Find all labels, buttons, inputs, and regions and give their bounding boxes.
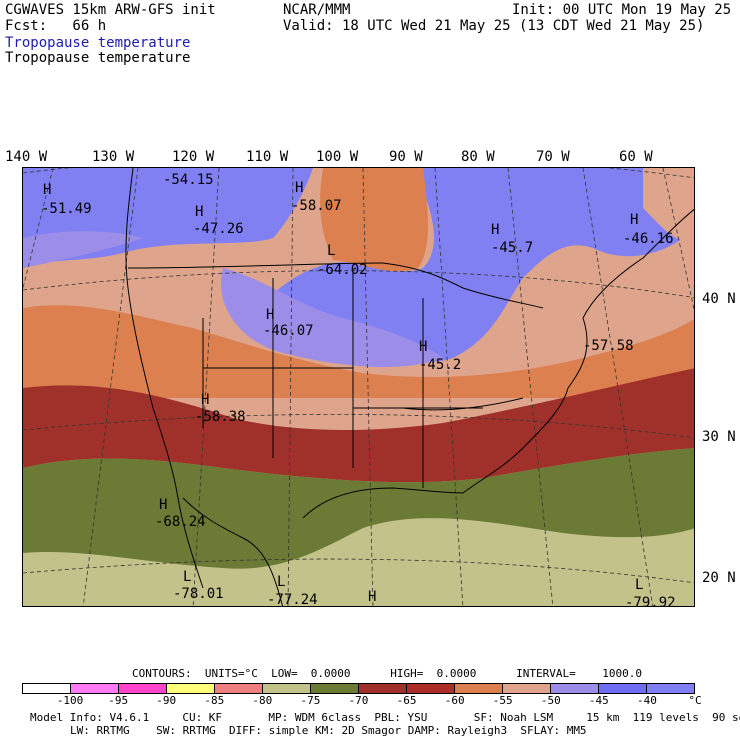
extremum-marker: L xyxy=(635,577,644,593)
colorbar-swatch xyxy=(167,684,215,693)
colorbar-tick-label: -75 xyxy=(300,694,321,707)
extremum-value: -51.49 xyxy=(41,201,92,217)
colorbar-tick-label: -40 xyxy=(636,694,657,707)
lon-label: 120 W xyxy=(172,149,215,165)
colorbar-swatch xyxy=(503,684,551,693)
colorbar-tick-label: -45 xyxy=(588,694,609,707)
lon-label: 70 W xyxy=(536,149,570,165)
colorbar-swatch xyxy=(23,684,71,693)
colorbar-swatch xyxy=(119,684,167,693)
lon-label: 110 W xyxy=(246,149,289,165)
map-canvas xyxy=(23,168,694,606)
valid-time: Valid: 18 UTC Wed 21 May 25 (13 CDT Wed … xyxy=(283,18,705,34)
extremum-marker: H xyxy=(266,307,275,323)
colorbar-swatch xyxy=(311,684,359,693)
extremum-value: -64.02 xyxy=(317,262,368,278)
colorbar xyxy=(22,683,695,694)
colorbar-swatch xyxy=(215,684,263,693)
contour-info: CONTOURS: UNITS=°C LOW= 0.0000 HIGH= 0.0… xyxy=(132,667,642,680)
colorbar-tick-label: -95 xyxy=(108,694,129,707)
extremum-value: -45.2 xyxy=(419,357,462,373)
lat-label: 40 N xyxy=(702,291,736,307)
extremum-value: -57.58 xyxy=(583,338,634,354)
extremum-value: -46.16 xyxy=(623,231,674,247)
extremum-marker: H xyxy=(419,339,428,355)
extremum-marker: L xyxy=(277,574,286,590)
colored-field-label: Tropopause temperature xyxy=(5,35,191,51)
colorbar-swatch xyxy=(647,684,694,693)
colorbar-swatch xyxy=(359,684,407,693)
colorbar-tick-label: -55 xyxy=(492,694,513,707)
extremum-value: -79.92 xyxy=(625,595,676,607)
extremum-marker: H xyxy=(295,180,304,196)
extremum-value: -46.07 xyxy=(263,323,314,339)
extremum-value: -45.7 xyxy=(491,240,534,256)
colorbar-swatch xyxy=(407,684,455,693)
colorbar-tick-label: -90 xyxy=(156,694,177,707)
colorbar-swatch xyxy=(455,684,503,693)
extremum-value: -77.24 xyxy=(267,592,318,607)
weather-map: H -51.49 -54.15 H -47.26 H -58.07 L -64.… xyxy=(22,167,695,607)
lon-label: 60 W xyxy=(619,149,653,165)
extremum-marker: H xyxy=(201,392,210,408)
colorbar-tick-label: -70 xyxy=(348,694,369,707)
extremum-marker: H xyxy=(159,497,168,513)
colorbar-tick-label: -60 xyxy=(444,694,465,707)
lon-label: 80 W xyxy=(461,149,495,165)
extremum-marker: H xyxy=(195,204,204,220)
colorbar-swatch xyxy=(599,684,647,693)
lon-label: 90 W xyxy=(389,149,423,165)
extremum-marker: H xyxy=(368,589,377,605)
extremum-marker: H xyxy=(630,212,639,228)
extremum-marker: L xyxy=(183,569,192,585)
colorbar-swatch xyxy=(551,684,599,693)
extremum-value: -68.24 xyxy=(155,514,206,530)
extremum-value: -78.01 xyxy=(173,586,224,602)
forecast-hour: Fcst: 66 h xyxy=(5,18,107,34)
colorbar-tick-label: -100 xyxy=(56,694,84,707)
lon-label: 100 W xyxy=(316,149,359,165)
extremum-marker: L xyxy=(327,243,336,259)
model-title: CGWAVES 15km ARW-GFS init xyxy=(5,2,216,18)
org-label: NCAR/MMM xyxy=(283,2,351,18)
colorbar-swatch xyxy=(71,684,119,693)
extremum-value: -58.38 xyxy=(195,409,246,425)
lat-label: 30 N xyxy=(702,429,736,445)
extremum-value: -58.07 xyxy=(291,198,342,214)
colorbar-tick-label: °C xyxy=(688,694,702,707)
extremum-value: -54.15 xyxy=(163,172,214,188)
model-info-line1: Model Info: V4.6.1 CU: KF MP: WDM 6class… xyxy=(30,711,740,724)
contour-field-label: Tropopause temperature xyxy=(5,50,191,66)
extremum-marker: H xyxy=(491,222,500,238)
colorbar-tick-label: -85 xyxy=(204,694,225,707)
colorbar-tick-label: -80 xyxy=(252,694,273,707)
colorbar-tick-label: -50 xyxy=(540,694,561,707)
model-info-line2: LW: RRTMG SW: RRTMG DIFF: simple KM: 2D … xyxy=(70,724,587,737)
extremum-value: -47.26 xyxy=(193,221,244,237)
init-time: Init: 00 UTC Mon 19 May 25 xyxy=(512,2,732,18)
lat-label: 20 N xyxy=(702,570,736,586)
lon-label: 140 W xyxy=(5,149,48,165)
colorbar-tick-label: -65 xyxy=(396,694,417,707)
lon-label: 130 W xyxy=(92,149,135,165)
extremum-marker: H xyxy=(43,182,52,198)
colorbar-swatch xyxy=(263,684,311,693)
